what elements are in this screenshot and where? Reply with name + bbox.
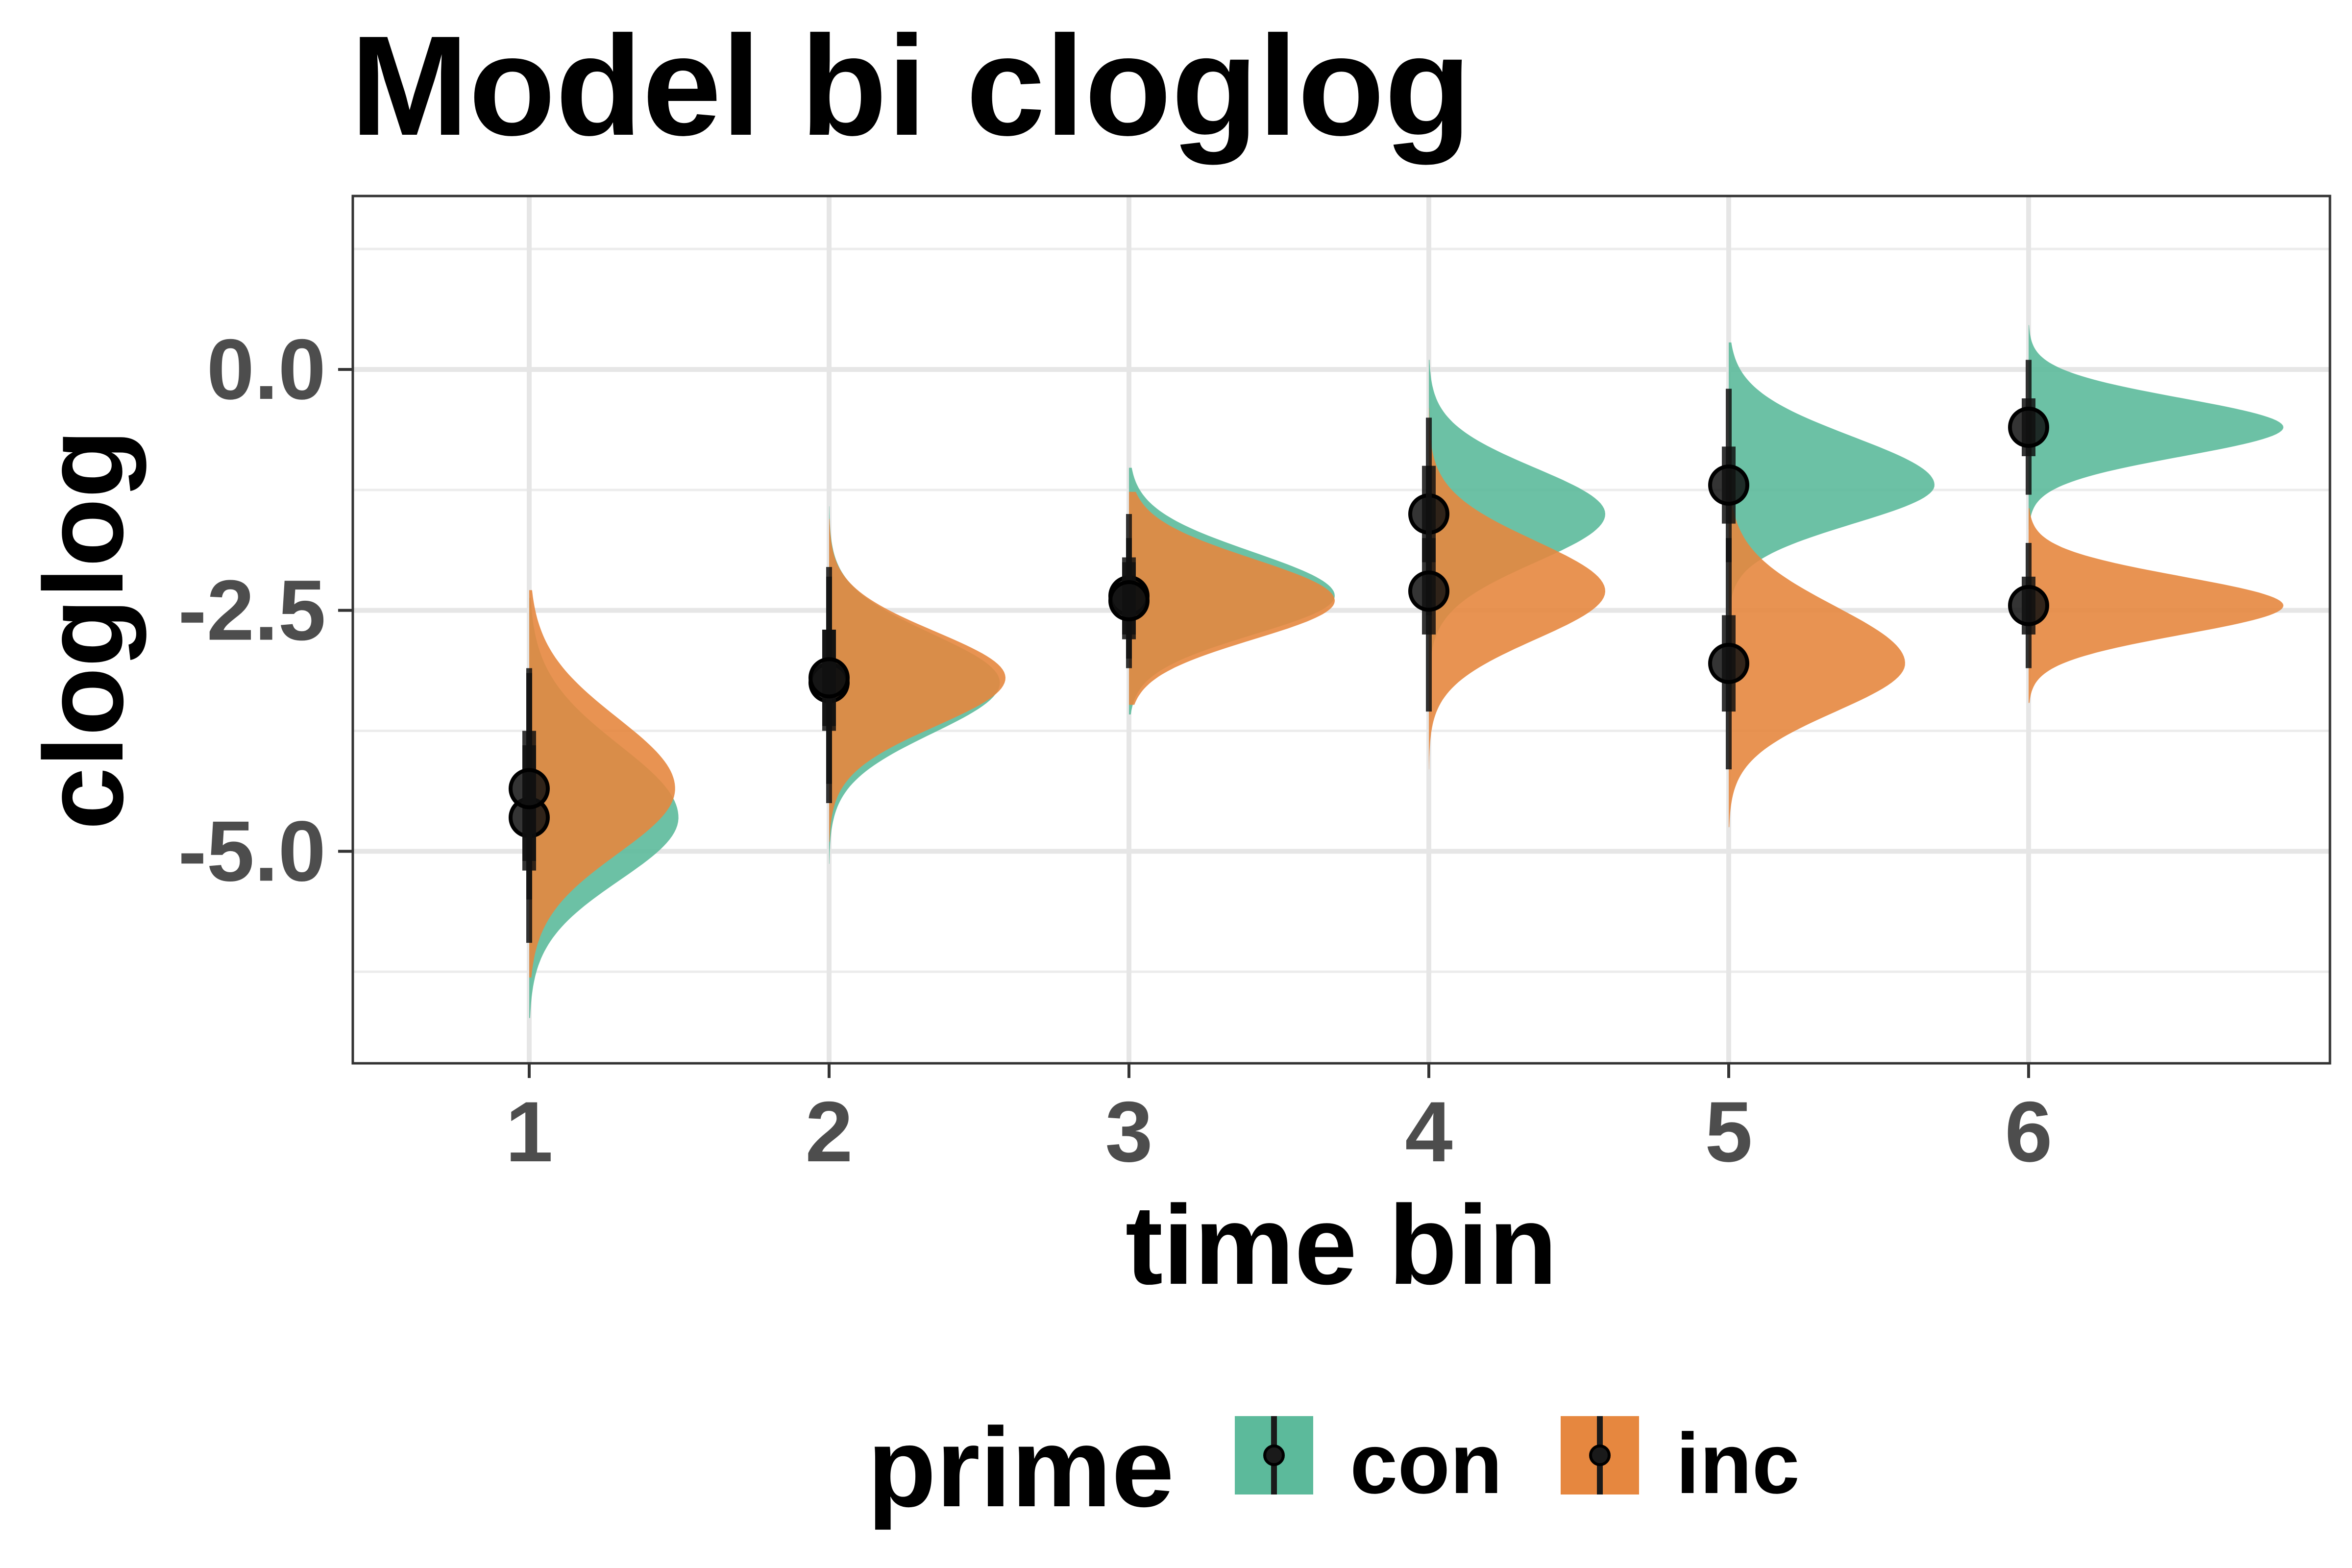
y-tick-label: -5.0: [178, 804, 326, 899]
density-con-bin-5: [1729, 342, 1935, 609]
density-inc-bin-2: [829, 518, 1005, 842]
point-con-bin-5: [1708, 465, 1749, 506]
y-tick-label: 0.0: [207, 322, 326, 417]
point-inc-bin-1: [509, 768, 550, 809]
x-tick-label: 4: [1405, 1084, 1452, 1180]
point-inc-bin-6: [2008, 585, 2049, 626]
chart-title: Model bi cloglog: [350, 6, 1471, 165]
density-con-bin-4: [1429, 360, 1605, 673]
legend: prime con inc: [0, 1411, 2352, 1529]
density-inc-bin-6: [2029, 508, 2283, 703]
point-con-bin-6: [2008, 407, 2049, 448]
density-inc-bin-1: [529, 590, 675, 978]
x-tick-label: 6: [2005, 1084, 2052, 1180]
legend-label-con: con: [1350, 1416, 1503, 1512]
x-axis-title: time bin: [1126, 1182, 1558, 1308]
density-inc-bin-4: [1429, 408, 1605, 770]
density-inc-bin-5: [1729, 480, 1905, 828]
y-axis-title: cloglog: [21, 429, 147, 830]
point-inc-bin-3: [1108, 580, 1150, 621]
x-tick-label: 3: [1105, 1084, 1152, 1180]
x-tick-label: 2: [805, 1084, 853, 1180]
panel-background: [353, 196, 2330, 1063]
point-inc-bin-2: [808, 657, 850, 699]
legend-key-con: [1235, 1416, 1313, 1494]
point-inc-bin-4: [1408, 570, 1449, 612]
x-tick-label: 1: [505, 1084, 553, 1180]
legend-key-inc: [1561, 1416, 1639, 1494]
density-inc-bin-3: [1129, 491, 1335, 705]
y-tick-label: -2.5: [178, 563, 326, 659]
panel-border: [351, 195, 2331, 1065]
point-inc-bin-5: [1708, 642, 1749, 684]
legend-label-inc: inc: [1676, 1416, 1800, 1512]
legend-title: prime: [867, 1404, 1175, 1530]
x-tick-label: 5: [1705, 1084, 1752, 1180]
density-con-bin-6: [2029, 325, 2283, 530]
